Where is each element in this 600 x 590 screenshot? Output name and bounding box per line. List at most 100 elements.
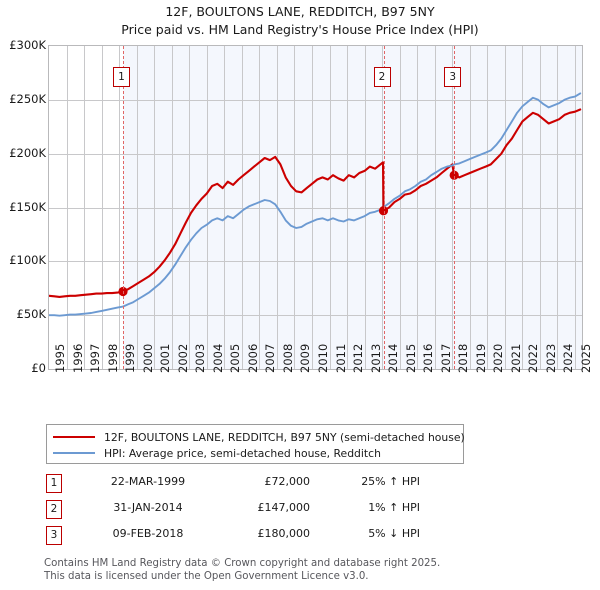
- line-price-paid: [49, 108, 582, 298]
- event-dashed-line: [123, 46, 124, 369]
- x-axis-tick-label: 1996: [70, 343, 85, 373]
- x-axis-tick-label: 2014: [386, 343, 401, 373]
- row-number-badge: 1: [46, 474, 62, 493]
- gridline-vertical: [294, 46, 295, 369]
- x-axis-tick-label: 2008: [280, 343, 295, 373]
- x-axis-tick-label: 2023: [543, 343, 558, 373]
- y-axis-tick-label: £100K: [9, 253, 46, 268]
- gridline-horizontal: [49, 208, 582, 209]
- x-axis-tick-label: 2005: [228, 343, 243, 373]
- gridline-vertical: [102, 46, 103, 369]
- gridline-vertical: [575, 46, 576, 369]
- gridline-vertical: [137, 46, 138, 369]
- x-axis-tick-label: 2012: [351, 343, 366, 373]
- gridline-vertical: [84, 46, 85, 369]
- legend-item-price-paid: 12F, BOULTONS LANE, REDDITCH, B97 5NY (s…: [53, 429, 465, 445]
- row-number-badge: 3: [46, 526, 62, 545]
- y-axis-tick-label: £300K: [9, 38, 46, 52]
- legend: 12F, BOULTONS LANE, REDDITCH, B97 5NY (s…: [46, 424, 465, 464]
- x-axis-tick-label: 2020: [491, 343, 506, 373]
- x-axis-tick-label: 2022: [526, 343, 541, 373]
- event-dashed-line: [454, 46, 455, 369]
- row-date: 31-JAN-2014: [113, 501, 183, 514]
- x-axis-tick-label: 2010: [315, 343, 330, 373]
- gridline-vertical: [347, 46, 348, 369]
- x-axis-tick-label: 1995: [53, 343, 67, 373]
- x-axis-tick-label: 2017: [438, 343, 453, 373]
- y-axis-tick-label: £150K: [9, 199, 46, 214]
- gridline-vertical: [242, 46, 243, 369]
- gridline-horizontal: [49, 100, 582, 101]
- page-subtitle: Price paid vs. HM Land Registry's House …: [121, 22, 479, 37]
- row-price: £180,000: [257, 527, 311, 540]
- gridline-vertical: [470, 46, 471, 369]
- row-date: 22-MAR-1999: [110, 475, 186, 488]
- x-axis-tick-label: 2006: [245, 343, 260, 373]
- gridline-horizontal: [49, 154, 582, 155]
- legend-label-hpi: HPI: Average price, semi-detached house,…: [104, 446, 381, 460]
- gridline-vertical: [505, 46, 506, 369]
- table-row[interactable]: 3 09-FEB-2018 £180,000 5% ↓ HPI: [46, 524, 476, 550]
- gridline-vertical: [119, 46, 120, 369]
- x-axis-tick-label: 2019: [473, 343, 488, 373]
- x-axis-tick-label: 1999: [123, 343, 138, 373]
- gridline-vertical: [522, 46, 523, 369]
- y-axis-tick-label: £50K: [16, 307, 47, 322]
- table-row[interactable]: 2 31-JAN-2014 £147,000 1% ↑ HPI: [46, 498, 476, 524]
- x-axis-tick-label: 2013: [368, 343, 383, 373]
- footer-line-1: Contains HM Land Registry data © Crown c…: [44, 558, 441, 569]
- row-price: £72,000: [264, 475, 311, 488]
- gridline-vertical: [259, 46, 260, 369]
- gridline-vertical: [365, 46, 366, 369]
- transactions-table: 1 22-MAR-1999 £72,000 25% ↑ HPI 2 31-JAN-2014…: [46, 472, 476, 550]
- x-axis-tick-label: 1998: [105, 343, 120, 373]
- sale-marker-dot: [378, 206, 389, 216]
- gridline-vertical: [154, 46, 155, 369]
- legend-label-price-paid: 12F, BOULTONS LANE, REDDITCH, B97 5NY (s…: [104, 430, 465, 444]
- event-number-badge: 1: [112, 67, 130, 87]
- gridline-vertical: [67, 46, 68, 369]
- plot-area: [48, 45, 583, 370]
- gridline-vertical: [400, 46, 401, 369]
- gridline-vertical: [452, 46, 453, 369]
- gridline-horizontal: [49, 261, 582, 262]
- gridline-vertical: [540, 46, 541, 369]
- row-hpi-delta: 5% ↓ HPI: [368, 527, 420, 540]
- x-axis-tick-label: 2018: [456, 343, 471, 373]
- gridline-vertical: [435, 46, 436, 369]
- gridline-vertical: [557, 46, 558, 369]
- x-axis-tick-label: 2011: [333, 343, 348, 373]
- table-row[interactable]: 1 22-MAR-1999 £72,000 25% ↑ HPI: [46, 472, 476, 498]
- legend-swatch-hpi: [53, 452, 95, 454]
- x-axis-tick-label: 2024: [561, 343, 576, 373]
- row-date: 09-FEB-2018: [112, 527, 184, 540]
- page-title: 12F, BOULTONS LANE, REDDITCH, B97 5NY: [165, 4, 435, 19]
- gridline-vertical: [330, 46, 331, 369]
- event-number-badge: 2: [373, 67, 391, 87]
- x-axis-tick-label: 2025: [578, 343, 593, 373]
- gridline-vertical: [207, 46, 208, 369]
- event-number-badge: 3: [444, 67, 462, 87]
- gridline-vertical: [487, 46, 488, 369]
- x-axis-tick-label: 2000: [140, 343, 155, 373]
- x-axis-tick-label: 2015: [403, 343, 418, 373]
- gridline-horizontal: [49, 315, 582, 316]
- x-axis-tick-label: 2007: [263, 343, 278, 373]
- row-hpi-delta: 25% ↑ HPI: [361, 475, 420, 488]
- x-axis-tick-label: 2003: [193, 343, 208, 373]
- legend-swatch-price-paid: [53, 436, 95, 438]
- gridline-vertical: [189, 46, 190, 369]
- line-hpi: [49, 92, 582, 317]
- x-axis-tick-label: 2001: [158, 343, 173, 373]
- x-axis-tick-label: 2004: [210, 343, 225, 373]
- row-number-badge: 2: [46, 500, 62, 519]
- row-hpi-delta: 1% ↑ HPI: [368, 501, 420, 514]
- x-axis-tick-label: 1997: [88, 343, 103, 373]
- y-axis-tick-label: £0: [31, 361, 46, 375]
- footer-line-2: This data is licensed under the Open Gov…: [44, 570, 369, 582]
- legend-item-hpi: HPI: Average price, semi-detached house,…: [53, 445, 457, 461]
- y-axis-tick-label: £200K: [9, 145, 46, 160]
- y-axis-tick-label: £250K: [9, 91, 46, 106]
- x-axis-tick-label: 2009: [298, 343, 313, 373]
